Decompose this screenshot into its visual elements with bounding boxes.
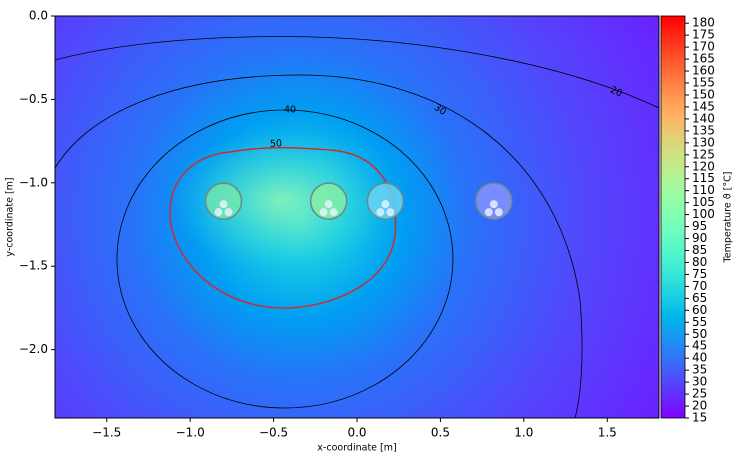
colorbar-tick-label: 55	[692, 315, 707, 329]
x-tick-label: −1.5	[92, 426, 121, 440]
cable-core	[214, 208, 223, 217]
colorbar-label: Temperature ϑ [°C]	[723, 172, 734, 264]
heat-glow	[170, 130, 390, 270]
cable-core	[484, 208, 493, 217]
colorbar-tick-label: 35	[692, 363, 707, 377]
contour-label: 30	[432, 102, 448, 118]
x-axis-label: x-coordinate [m]	[317, 443, 396, 454]
colorbar-tick-label: 85	[692, 243, 707, 257]
colorbar-tick-label: 110	[692, 183, 715, 197]
colorbar-tick-label: 175	[692, 28, 715, 42]
cable-core	[219, 200, 228, 209]
x-tick-label: 1.5	[598, 426, 617, 440]
x-tick-label: 0.0	[347, 426, 366, 440]
contour-label: 40	[284, 105, 296, 116]
colorbar-tick-label: 45	[692, 339, 707, 353]
contour-line	[116, 109, 454, 409]
colorbar-tick-label: 165	[692, 52, 715, 66]
colorbar-tick-label: 40	[692, 351, 707, 365]
colorbar-tick-label: 160	[692, 64, 715, 78]
colorbar-tick-label: 135	[692, 123, 715, 137]
colorbar-tick-label: 50	[692, 327, 707, 341]
cable-core	[494, 208, 503, 217]
x-tick-label: −1.0	[176, 426, 205, 440]
contour-line	[55, 74, 583, 418]
colorbar-tick-label: 145	[692, 99, 715, 113]
colorbar-tick-label: 90	[692, 231, 707, 245]
contour-label: 50	[270, 138, 283, 150]
y-tick-label: −1.5	[19, 259, 48, 273]
colorbar-tick-label: 100	[692, 207, 715, 221]
colorbar-tick-label: 150	[692, 87, 715, 101]
cable-core	[319, 208, 328, 217]
heatmap	[55, 16, 659, 418]
x-tick-label: 1.0	[514, 426, 533, 440]
contour-line	[55, 36, 659, 109]
y-tick-label: −0.5	[19, 92, 48, 106]
colorbar-tick-label: 180	[692, 16, 715, 30]
y-tick-label: 0.0	[29, 9, 48, 23]
contour-label: 20	[608, 84, 624, 99]
colorbar-tick-label: 60	[692, 303, 707, 317]
colorbar-tick-label: 115	[692, 171, 715, 185]
colorbar-tick-label: 125	[692, 147, 715, 161]
colorbar-tick-label: 105	[692, 195, 715, 209]
y-tick-label: −1.0	[19, 175, 48, 189]
colorbar-tick-label: 80	[692, 255, 707, 269]
colorbar-tick-label: 130	[692, 135, 715, 149]
cable-core	[329, 208, 338, 217]
colorbar	[660, 15, 686, 419]
colorbar-tick-label: 25	[692, 387, 707, 401]
cable-core	[386, 208, 395, 217]
x-tick-label: −0.5	[259, 426, 288, 440]
colorbar-tick-label: 140	[692, 111, 715, 125]
cable-core	[324, 200, 333, 209]
cable-core	[376, 208, 385, 217]
colorbar-tick-label: 170	[692, 40, 715, 54]
contour-line	[169, 146, 397, 309]
colorbar-tick-label: 120	[692, 159, 715, 173]
y-axis-label: y-coordinate [m]	[5, 177, 16, 256]
cable-core	[489, 200, 498, 209]
colorbar-tick-label: 20	[692, 399, 707, 413]
colorbar-tick-label: 15	[692, 411, 707, 425]
colorbar-tick-label: 75	[692, 267, 707, 281]
colorbar-tick-label: 30	[692, 375, 707, 389]
colorbar-tick-label: 95	[692, 219, 707, 233]
x-tick-label: 0.5	[431, 426, 450, 440]
colorbar-tick-label: 65	[692, 291, 707, 305]
colorbar-tick-label: 155	[692, 76, 715, 90]
colorbar-tick-label: 70	[692, 279, 707, 293]
y-tick-label: −2.0	[19, 342, 48, 356]
cable-core	[224, 208, 233, 217]
cable-core	[381, 200, 390, 209]
